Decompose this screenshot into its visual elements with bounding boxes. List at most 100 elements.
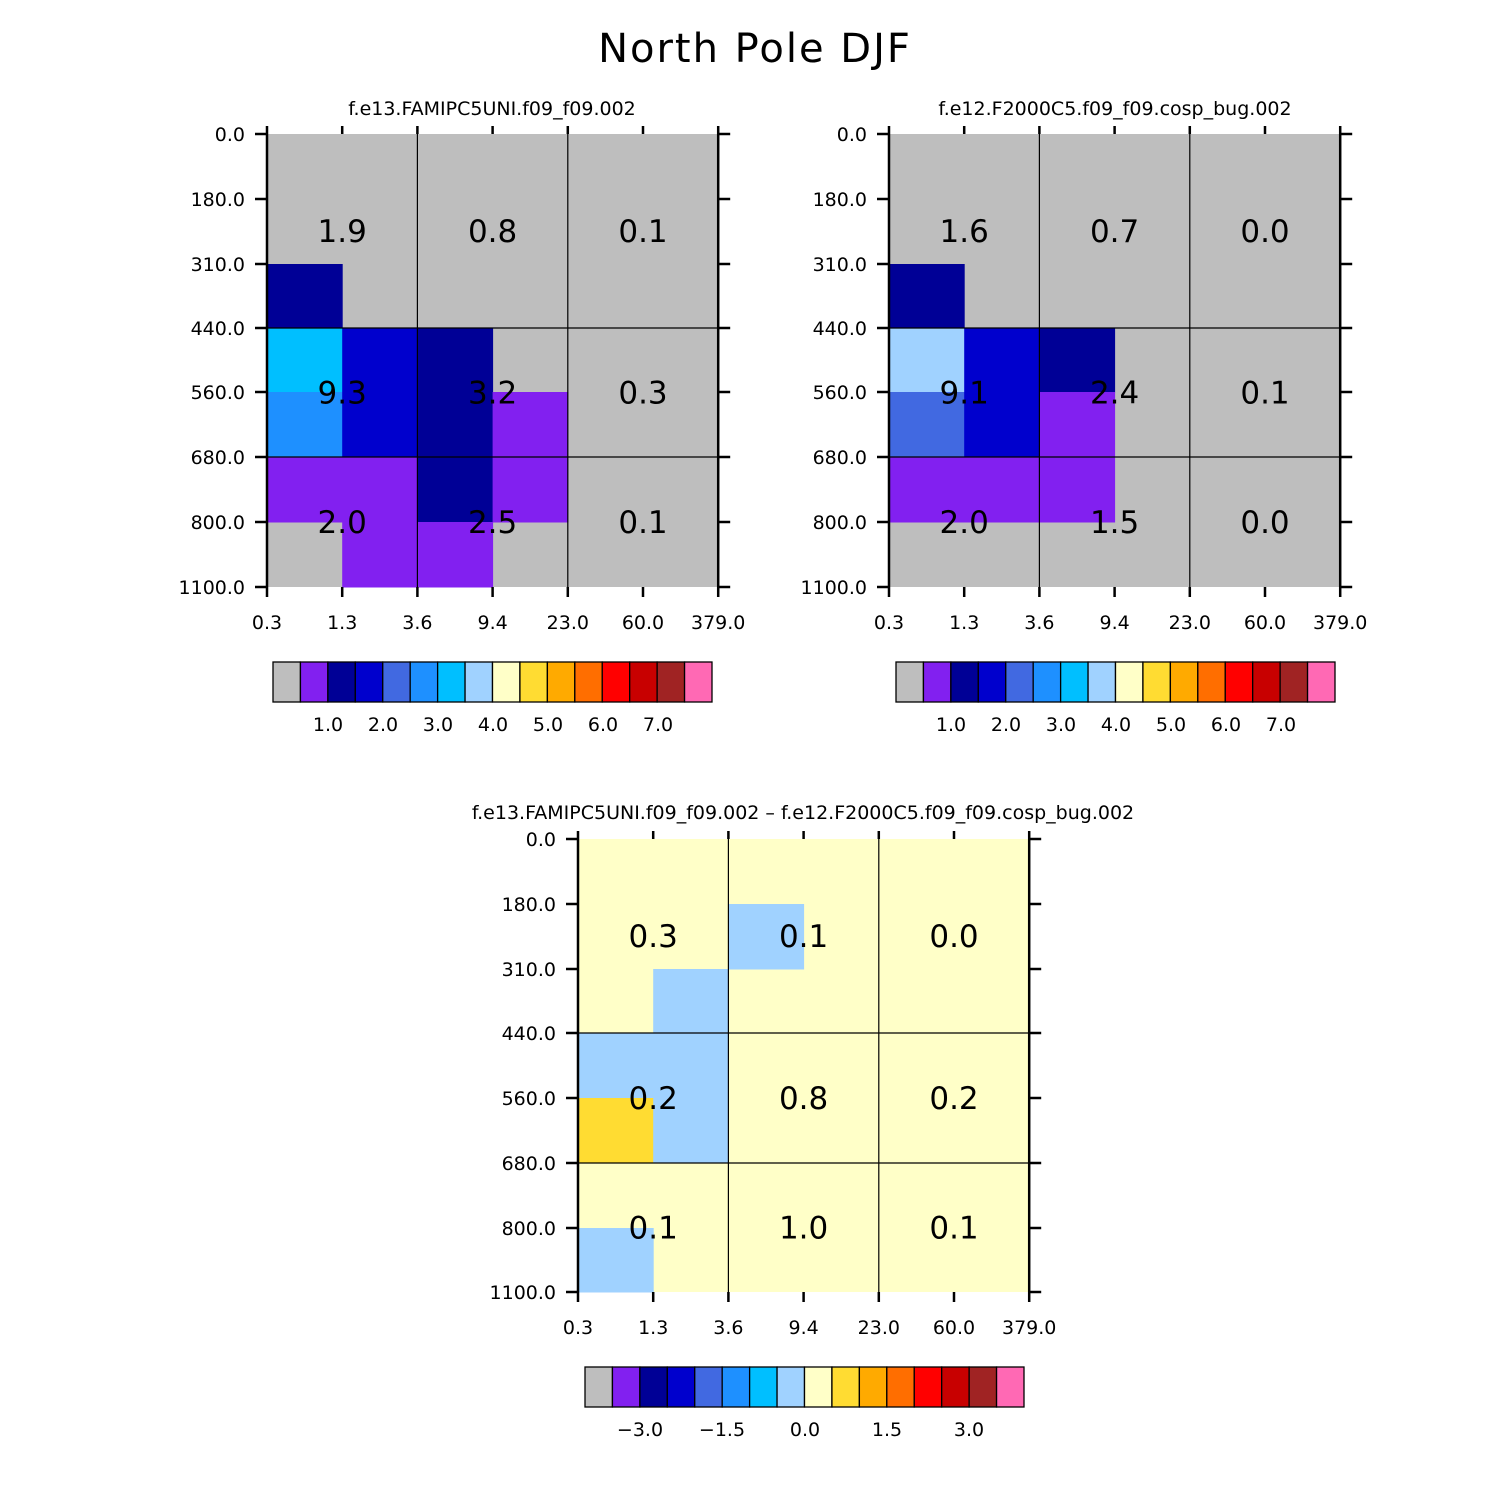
y-tick-label: 310.0 bbox=[191, 254, 245, 276]
colorbar-label: 2.0 bbox=[368, 714, 398, 736]
colorbar-swatch bbox=[1306, 661, 1336, 703]
x-tick-label: 1.3 bbox=[638, 1317, 668, 1339]
y-tick-label: 310.0 bbox=[813, 254, 867, 276]
heatmap-cell bbox=[1039, 457, 1116, 523]
colorbar-label: 3.0 bbox=[423, 714, 453, 736]
colorbar-swatch bbox=[272, 661, 302, 703]
colorbar-swatch bbox=[1279, 661, 1309, 703]
colorbar-swatch bbox=[584, 1366, 614, 1408]
colorbar-label: 7.0 bbox=[1266, 714, 1296, 736]
heatmap-cell bbox=[653, 1098, 729, 1164]
x-tick-label: 0.3 bbox=[252, 612, 282, 634]
figure-title: North Pole DJF bbox=[598, 26, 912, 72]
colorbar-swatch bbox=[922, 661, 952, 703]
x-tick-label: 60.0 bbox=[933, 1317, 975, 1339]
region-value-label: 0.0 bbox=[929, 919, 978, 955]
colorbar-label: 4.0 bbox=[1101, 714, 1131, 736]
x-tick-label: 0.3 bbox=[563, 1317, 593, 1339]
colorbar-swatch bbox=[299, 661, 329, 703]
colorbar-swatch bbox=[409, 661, 439, 703]
heatmap-cell bbox=[267, 457, 343, 523]
colorbar-swatch bbox=[831, 1366, 861, 1408]
colorbar-swatch bbox=[913, 1366, 943, 1408]
region-value-label: 0.2 bbox=[929, 1081, 978, 1117]
colorbar-swatch bbox=[941, 1366, 970, 1408]
colorbar-label: 3.0 bbox=[954, 1419, 984, 1441]
colorbar-label: 6.0 bbox=[1211, 714, 1241, 736]
heatmap-cell bbox=[653, 969, 729, 1034]
x-tick-label: 23.0 bbox=[547, 612, 589, 634]
colorbar-label: −1.5 bbox=[699, 1419, 745, 1441]
heatmap-cell bbox=[964, 457, 1040, 523]
colorbar-swatch bbox=[977, 661, 1007, 703]
y-tick-label: 680.0 bbox=[813, 447, 867, 469]
heatmap-cell bbox=[267, 328, 343, 393]
heatmap-cell bbox=[889, 264, 965, 329]
region-value-label: 9.1 bbox=[940, 376, 989, 412]
colorbar-swatch bbox=[1114, 661, 1144, 703]
colorbar-swatch bbox=[639, 1366, 668, 1408]
region-value-label: 3.2 bbox=[468, 376, 517, 412]
colorbar-label: 1.0 bbox=[313, 714, 343, 736]
colorbar-swatch bbox=[776, 1366, 806, 1408]
heatmap-cell bbox=[267, 264, 343, 329]
colorbar-label: 1.0 bbox=[936, 714, 966, 736]
x-tick-label: 9.4 bbox=[1099, 612, 1129, 634]
y-tick-label: 560.0 bbox=[502, 1088, 556, 1110]
heatmap-cell bbox=[417, 392, 494, 458]
colorbar-swatch bbox=[721, 1366, 751, 1408]
y-tick-label: 800.0 bbox=[502, 1218, 556, 1240]
x-tick-label: 3.6 bbox=[1024, 612, 1054, 634]
x-tick-label: 23.0 bbox=[858, 1317, 900, 1339]
panel-1-title: f.e13.FAMIPC5UNI.f09_f09.002 bbox=[348, 98, 636, 120]
y-tick-label: 680.0 bbox=[502, 1153, 556, 1175]
region-value-label: 0.1 bbox=[929, 1211, 978, 1247]
x-tick-label: 9.4 bbox=[477, 612, 507, 634]
colorbar-swatch bbox=[803, 1366, 833, 1408]
colorbar-label: 7.0 bbox=[643, 714, 673, 736]
heatmap-cell bbox=[492, 392, 569, 458]
y-tick-label: 800.0 bbox=[813, 512, 867, 534]
x-tick-label: 60.0 bbox=[622, 612, 664, 634]
region-value-label: 0.1 bbox=[629, 1211, 678, 1247]
region-value-label: 0.0 bbox=[1240, 214, 1289, 250]
y-tick-label: 440.0 bbox=[191, 318, 245, 340]
x-tick-label: 23.0 bbox=[1169, 612, 1211, 634]
colorbar-label: −3.0 bbox=[617, 1419, 663, 1441]
x-tick-label: 1.3 bbox=[949, 612, 979, 634]
colorbar-swatch bbox=[491, 661, 521, 703]
colorbar-swatch bbox=[1032, 661, 1062, 703]
colorbar-swatch bbox=[1005, 661, 1034, 703]
x-tick-label: 3.6 bbox=[713, 1317, 743, 1339]
region-value-label: 0.1 bbox=[779, 919, 828, 955]
colorbar-label: 3.0 bbox=[1046, 714, 1076, 736]
colorbar-swatch bbox=[748, 1366, 778, 1408]
colorbar-swatch bbox=[886, 1366, 915, 1408]
colorbar-swatch bbox=[995, 1366, 1025, 1408]
region-value-label: 0.0 bbox=[1240, 505, 1289, 541]
region-value-label: 2.0 bbox=[940, 505, 989, 541]
heatmap-cell bbox=[653, 1033, 729, 1099]
y-tick-label: 560.0 bbox=[813, 382, 867, 404]
region-value-label: 2.0 bbox=[318, 505, 367, 541]
colorbar-swatch bbox=[574, 661, 603, 703]
x-tick-label: 379.0 bbox=[1002, 1317, 1056, 1339]
heatmap-cell bbox=[1039, 392, 1116, 458]
heatmap-cell bbox=[492, 457, 569, 523]
colorbar-swatch bbox=[694, 1366, 723, 1408]
heatmap-cell bbox=[578, 1033, 654, 1099]
colorbar-swatch bbox=[1142, 661, 1172, 703]
colorbar-swatch bbox=[1197, 661, 1226, 703]
colorbar-label: 5.0 bbox=[533, 714, 563, 736]
heatmap-cell bbox=[728, 904, 805, 970]
colorbar-swatch bbox=[1059, 661, 1089, 703]
colorbar-swatch bbox=[1087, 661, 1117, 703]
colorbar-label: 0.0 bbox=[790, 1419, 820, 1441]
heatmap-cell bbox=[889, 457, 965, 523]
region-value-label: 0.3 bbox=[618, 376, 667, 412]
colorbar-label: 2.0 bbox=[991, 714, 1021, 736]
y-tick-label: 0.0 bbox=[215, 124, 245, 146]
x-tick-label: 60.0 bbox=[1244, 612, 1286, 634]
heatmap-cell bbox=[417, 457, 494, 523]
